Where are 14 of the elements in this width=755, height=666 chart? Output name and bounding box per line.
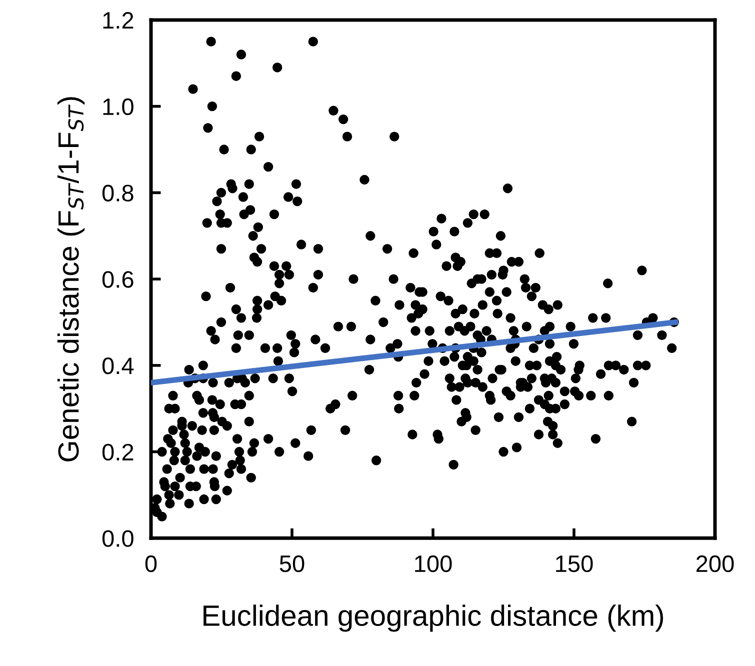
x-tick-label: 200: [696, 555, 734, 572]
y-tick-label: 1.0: [103, 98, 134, 116]
y-tick-label: 0.2: [102, 444, 134, 461]
y-tick-label: 0.4: [102, 357, 134, 374]
y-axis-title: Genetic distance (F$_{ST}$/1-F$_{ST}$): [57, 97, 85, 462]
x-tick-label: 0: [145, 555, 157, 572]
x-tick-label: 100: [415, 555, 452, 572]
y-tick-label: 0.0: [102, 530, 134, 547]
y-tick-label: 0.6: [102, 271, 134, 288]
x-tick-label: 150: [556, 555, 593, 572]
y-tick-label: 0.8: [102, 184, 134, 202]
x-axis-title: Euclidean geographic distance (km): [204, 604, 664, 632]
x-tick-label: 50: [280, 555, 304, 572]
y-tick-label: 1.2: [103, 12, 134, 29]
